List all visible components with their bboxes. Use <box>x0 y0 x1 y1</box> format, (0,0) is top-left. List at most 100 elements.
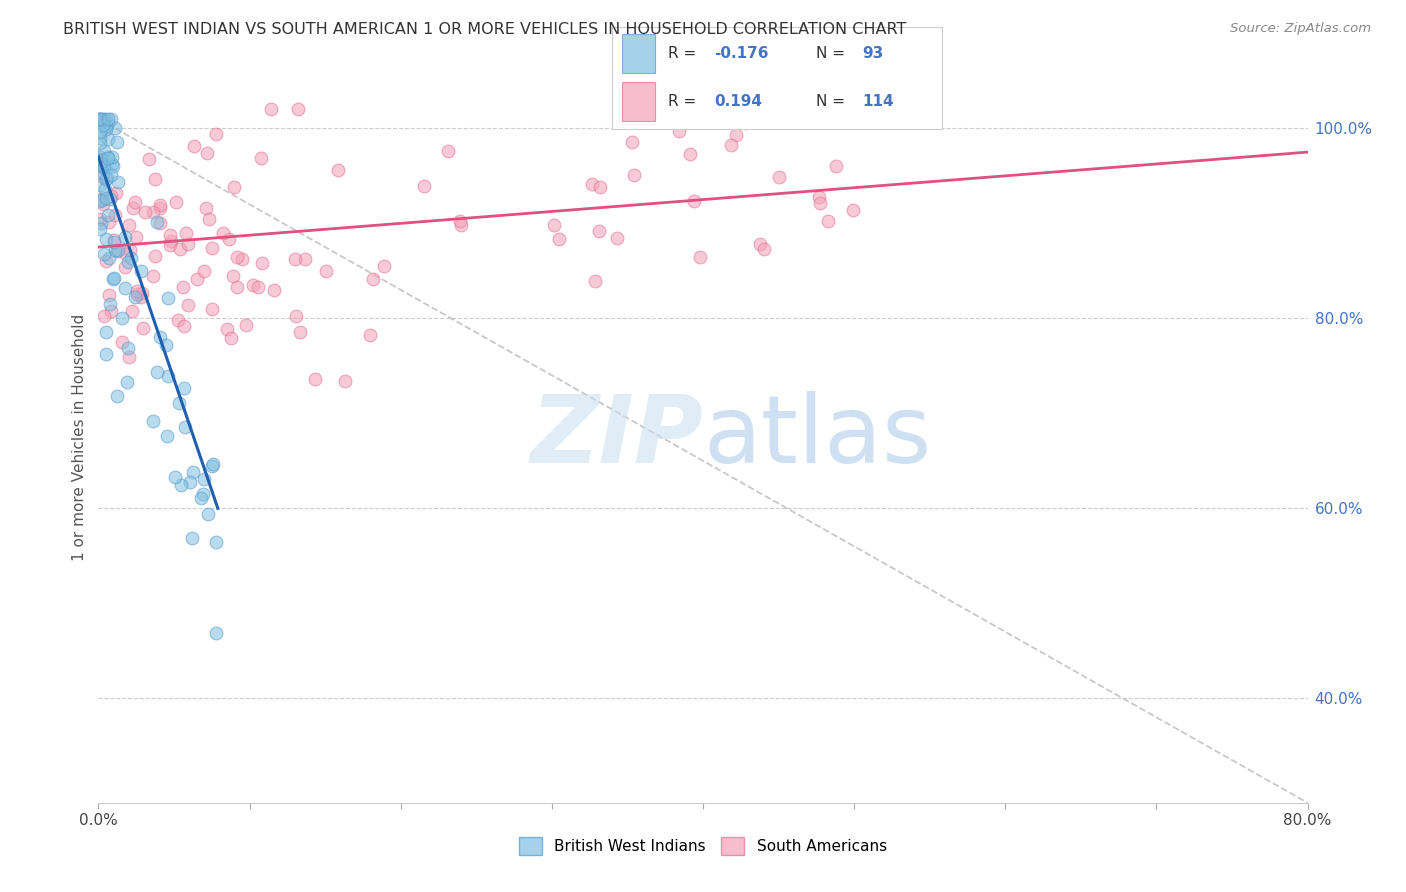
Point <box>90 216 112 230</box>
Point <box>205 625 228 640</box>
Point <box>97 151 120 165</box>
Point <box>543 218 565 232</box>
Point <box>177 237 200 252</box>
Point <box>101 150 124 164</box>
Point <box>118 218 141 232</box>
Point <box>725 128 748 142</box>
Point <box>450 218 472 232</box>
Point <box>89 211 111 226</box>
Point <box>89 153 111 167</box>
Point <box>159 227 181 242</box>
Point <box>186 271 208 285</box>
Point <box>679 147 702 161</box>
Point <box>547 232 569 246</box>
Point <box>252 256 274 270</box>
Point <box>668 124 690 138</box>
Point <box>142 205 165 219</box>
Point <box>315 264 337 278</box>
Point <box>97 209 120 223</box>
Point <box>225 250 247 264</box>
Point <box>683 194 706 209</box>
Point <box>110 335 132 350</box>
Point <box>260 103 283 117</box>
Point <box>412 179 434 194</box>
Point <box>96 347 118 361</box>
Point <box>97 116 120 130</box>
Point <box>170 478 193 492</box>
Point <box>91 119 114 133</box>
Point <box>96 170 118 185</box>
Bar <box>621 34 655 73</box>
Point <box>163 469 186 483</box>
Point <box>333 374 356 388</box>
Point <box>104 243 127 257</box>
Point <box>159 234 181 248</box>
Point <box>146 214 169 228</box>
Point <box>620 135 643 149</box>
Point <box>817 214 839 228</box>
Point <box>117 341 139 355</box>
Point <box>91 196 114 211</box>
Point <box>304 372 326 386</box>
Point <box>101 157 124 171</box>
Point <box>606 231 628 245</box>
Point <box>169 242 191 256</box>
Point <box>242 278 264 293</box>
Point <box>103 120 125 135</box>
Point <box>748 237 770 252</box>
Point <box>94 325 117 339</box>
Point <box>145 364 167 378</box>
Point <box>373 259 395 273</box>
Point <box>583 274 606 288</box>
Point <box>177 297 200 311</box>
Point <box>107 244 129 258</box>
Point <box>825 159 848 173</box>
Point <box>195 201 218 215</box>
Point <box>107 175 129 189</box>
Point <box>122 202 145 216</box>
Point <box>89 158 111 172</box>
Point <box>285 309 308 323</box>
Bar <box>621 82 655 121</box>
Point <box>250 152 273 166</box>
Point <box>98 297 121 311</box>
Point <box>111 311 134 326</box>
Point <box>96 172 118 186</box>
Point <box>104 208 127 222</box>
Point <box>89 194 111 208</box>
Point <box>94 119 117 133</box>
Point <box>107 135 129 149</box>
Point <box>98 192 121 206</box>
Text: R =: R = <box>668 95 706 109</box>
Point <box>89 112 111 126</box>
Point <box>807 189 830 203</box>
Point <box>134 204 156 219</box>
Point <box>89 125 111 139</box>
Point <box>735 115 758 129</box>
Point <box>149 198 172 212</box>
Point <box>138 152 160 166</box>
Point <box>125 286 148 301</box>
Point <box>101 271 124 285</box>
Point <box>167 396 190 410</box>
Point <box>193 472 215 486</box>
Point <box>114 260 136 274</box>
Point <box>94 182 117 196</box>
Y-axis label: 1 or more Vehicles in Household: 1 or more Vehicles in Household <box>72 313 87 561</box>
Point <box>90 193 112 207</box>
Point <box>197 145 219 160</box>
Point <box>105 389 128 403</box>
Point <box>129 290 152 304</box>
Point <box>97 112 120 126</box>
Point <box>166 313 188 327</box>
Point <box>218 232 240 246</box>
Point <box>149 201 172 215</box>
Point <box>115 375 138 389</box>
Point <box>808 195 831 210</box>
Point <box>193 263 215 277</box>
Point <box>91 169 114 184</box>
Point <box>290 325 312 339</box>
Point <box>125 230 148 244</box>
Point <box>156 368 179 383</box>
Point <box>689 250 711 264</box>
